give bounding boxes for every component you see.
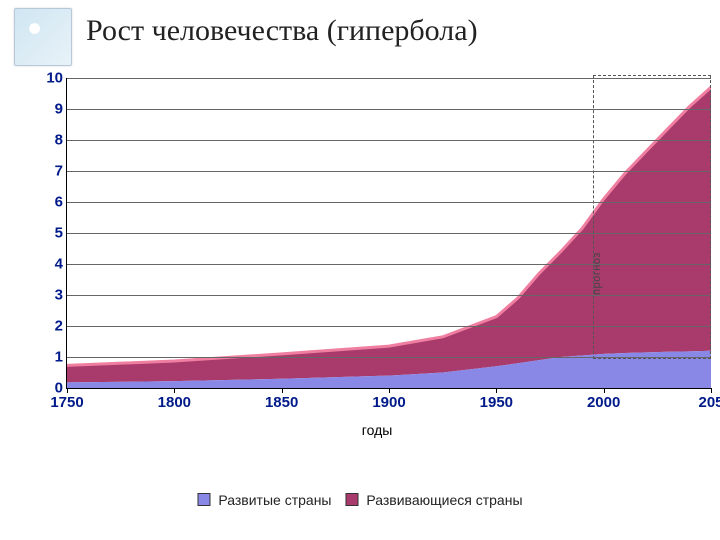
gridline — [67, 109, 711, 110]
chart: прогноз 01234567891017501800185019001950… — [38, 78, 710, 418]
legend-label-developed: Развитые страны — [218, 492, 331, 508]
y-tick-label: 10 — [39, 70, 63, 87]
x-tick-label: 1850 — [265, 394, 298, 411]
legend-swatch-developed — [197, 493, 210, 506]
legend-item-developing: Развивающиеся страны — [345, 492, 522, 508]
x-tick-mark — [711, 388, 712, 393]
gridline — [67, 202, 711, 203]
x-tick-label: 1750 — [50, 394, 83, 411]
gridline — [67, 171, 711, 172]
plot-region: прогноз 01234567891017501800185019001950… — [66, 78, 711, 389]
slide-logo — [14, 8, 72, 66]
x-tick-mark — [282, 388, 283, 393]
y-tick-label: 1 — [39, 349, 63, 366]
y-tick-label: 8 — [39, 132, 63, 149]
x-axis-label: годы — [362, 422, 393, 438]
y-tick-label: 5 — [39, 225, 63, 242]
gridline — [67, 140, 711, 141]
x-tick-mark — [67, 388, 68, 393]
legend-item-developed: Развитые страны — [197, 492, 331, 508]
gridline — [67, 233, 711, 234]
x-tick-label: 1900 — [372, 394, 405, 411]
legend: Развитые страны Развивающиеся страны — [197, 492, 522, 508]
x-tick-mark — [496, 388, 497, 393]
x-tick-label: 205 — [698, 394, 720, 411]
x-tick-label: 1950 — [480, 394, 513, 411]
y-tick-label: 7 — [39, 163, 63, 180]
x-tick-label: 2000 — [587, 394, 620, 411]
y-tick-label: 3 — [39, 287, 63, 304]
legend-label-developing: Развивающиеся страны — [366, 492, 522, 508]
y-tick-label: 4 — [39, 256, 63, 273]
y-tick-label: 6 — [39, 194, 63, 211]
x-tick-mark — [604, 388, 605, 393]
slide: Рост человечества (гипербола) прогноз 01… — [0, 0, 720, 540]
slide-title: Рост человечества (гипербола) — [86, 14, 478, 48]
x-tick-label: 1800 — [158, 394, 191, 411]
x-tick-mark — [174, 388, 175, 393]
gridline — [67, 264, 711, 265]
y-tick-label: 9 — [39, 101, 63, 118]
legend-swatch-developing — [345, 493, 358, 506]
y-tick-label: 2 — [39, 318, 63, 335]
gridline — [67, 78, 711, 79]
gridline — [67, 357, 711, 358]
forecast-label: прогноз — [591, 252, 603, 295]
gridline — [67, 295, 711, 296]
x-tick-mark — [389, 388, 390, 393]
gridline — [67, 326, 711, 327]
area-developing — [67, 87, 711, 382]
